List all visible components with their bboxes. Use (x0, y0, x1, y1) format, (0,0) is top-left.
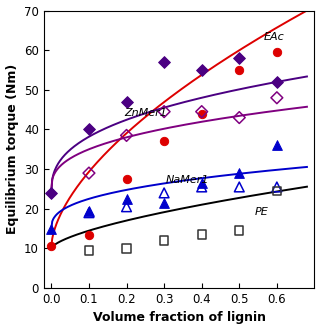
Point (49, 244, 54, 249)
Point (49, 190, 54, 196)
Point (124, 204, 129, 210)
Point (274, 188, 279, 194)
Point (237, 184, 242, 190)
Point (199, 67, 204, 73)
X-axis label: Volume fraction of lignin: Volume fraction of lignin (93, 312, 266, 324)
Point (162, 109, 167, 114)
Point (86, 210, 92, 215)
Point (274, 184, 279, 190)
Point (237, 170, 242, 176)
Point (237, 228, 242, 233)
Point (199, 180, 204, 185)
Point (199, 184, 204, 190)
Point (162, 200, 167, 206)
Point (124, 246, 129, 251)
Point (274, 79, 279, 84)
Point (162, 139, 167, 144)
Point (49, 226, 54, 231)
Point (274, 95, 279, 100)
Text: ZnMer1: ZnMer1 (125, 108, 168, 117)
Text: PE: PE (254, 207, 268, 217)
Point (162, 190, 167, 196)
Point (237, 115, 242, 120)
Point (124, 196, 129, 202)
Point (124, 176, 129, 182)
Y-axis label: Equilibrium torque (Nm): Equilibrium torque (Nm) (5, 64, 19, 234)
Point (274, 143, 279, 148)
Point (199, 109, 204, 114)
Point (199, 111, 204, 116)
Point (199, 232, 204, 237)
Point (124, 133, 129, 138)
Point (86, 248, 92, 253)
Point (237, 67, 242, 73)
Text: EAc: EAc (264, 32, 284, 42)
Point (274, 50, 279, 55)
Text: NaMer1: NaMer1 (166, 175, 210, 185)
Point (162, 238, 167, 243)
Point (162, 59, 167, 65)
Point (86, 232, 92, 237)
Point (86, 170, 92, 176)
Point (86, 127, 92, 132)
Point (86, 208, 92, 214)
Point (124, 99, 129, 104)
Point (237, 55, 242, 61)
